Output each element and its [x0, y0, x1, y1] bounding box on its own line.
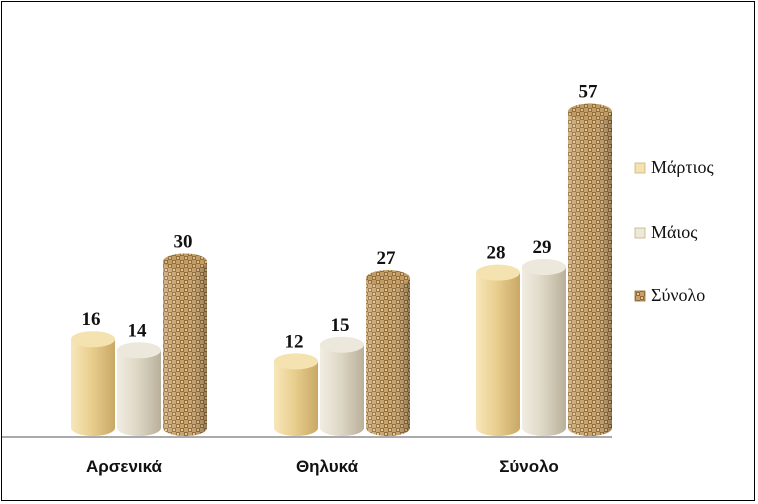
data-label: 57 [579, 82, 599, 103]
bar [366, 270, 410, 436]
legend-label: Μάρτιος [651, 157, 714, 177]
data-label: 30 [174, 232, 193, 253]
bar [71, 331, 115, 436]
legend-swatch [634, 227, 646, 239]
data-label: 28 [487, 243, 506, 264]
data-label: 27 [377, 248, 397, 269]
legend-swatch [634, 162, 646, 174]
bar [320, 336, 364, 436]
bar [163, 253, 207, 436]
bar [117, 342, 161, 436]
x-tick-label: Σύνολο [499, 457, 559, 476]
bar [274, 353, 318, 436]
legend-item: Μάρτιος [634, 157, 714, 177]
bar [522, 259, 566, 436]
legend-item: Μάιος [634, 222, 697, 242]
bar [568, 103, 612, 437]
legend-swatch [634, 290, 646, 302]
legend-item: Σύνολο [634, 285, 705, 305]
bar [476, 264, 520, 436]
data-label: 12 [285, 331, 304, 352]
legend-label: Σύνολο [651, 285, 705, 305]
data-label: 29 [533, 237, 552, 258]
x-tick-label: Θηλυκά [296, 457, 359, 476]
x-tick-label: Αρσενικά [86, 457, 163, 476]
legend-label: Μάιος [651, 222, 697, 242]
data-label: 16 [82, 309, 101, 330]
data-label: 14 [128, 320, 148, 341]
data-label: 15 [331, 315, 350, 336]
